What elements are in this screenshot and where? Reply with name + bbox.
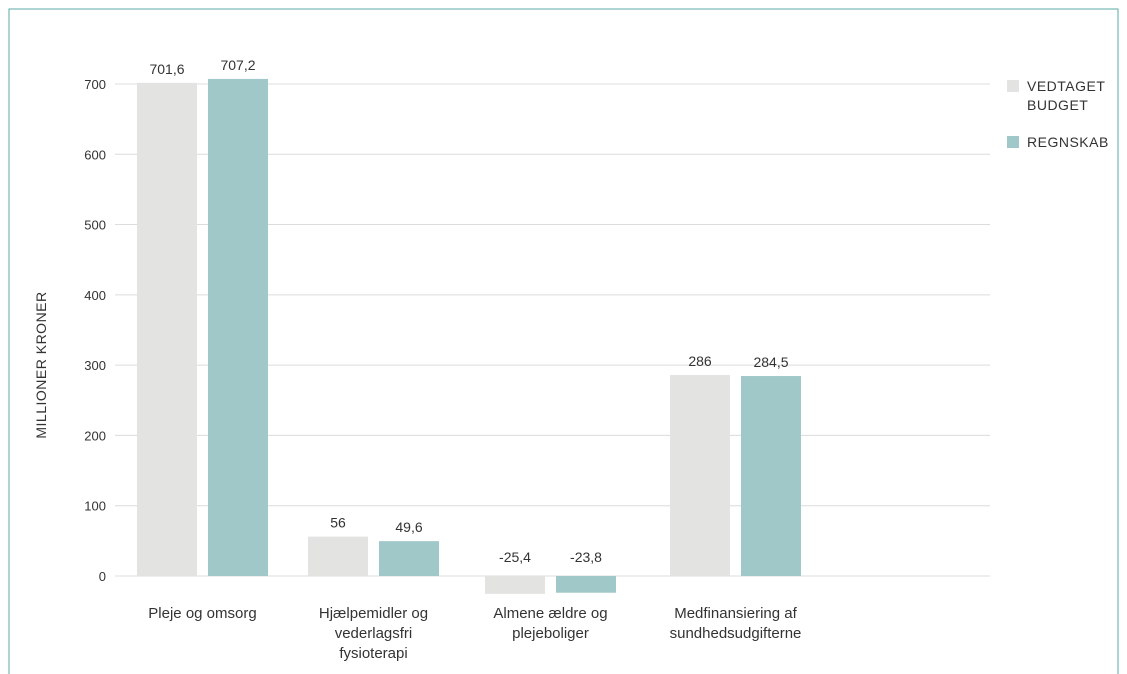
data-label: -25,4: [499, 549, 531, 565]
y-tick-label: 300: [84, 358, 106, 373]
x-tick-label: Almene ældre og plejeboliger: [493, 605, 607, 642]
legend-swatch: [1007, 136, 1019, 148]
legend: VEDTAGET BUDGET REGNSKAB: [1007, 78, 1109, 150]
bar: [670, 374, 730, 576]
legend-swatch: [1007, 80, 1019, 92]
legend-label: VEDTAGET BUDGET: [1027, 78, 1105, 113]
bar: [485, 576, 545, 594]
y-tick-label: 600: [84, 147, 106, 162]
data-label: 49,6: [395, 519, 422, 535]
legend-label: REGNSKAB: [1027, 134, 1109, 150]
data-label: -23,8: [570, 549, 602, 565]
bar: [308, 536, 368, 576]
data-label: 707,2: [220, 57, 255, 73]
chart-border: [8, 8, 1119, 674]
x-tick-label: Pleje og omsorg: [148, 605, 256, 622]
plot-area: 0 100 200 300 400 500 600 700 701,6 56 -25,4 286 707…: [84, 57, 990, 662]
data-label: 701,6: [149, 61, 184, 77]
bar: [741, 376, 801, 576]
data-label: 284,5: [753, 354, 788, 370]
bar: [556, 576, 616, 593]
y-tick-label: 400: [84, 288, 106, 303]
y-tick-label: 0: [99, 569, 106, 584]
x-tick-label: Medfinansiering af sundhedsudgifterne: [670, 605, 802, 642]
y-tick-label: 700: [84, 77, 106, 92]
y-axis-title: MILLIONER KRONER: [33, 291, 49, 438]
bar: [137, 82, 197, 576]
data-label: 286: [688, 353, 712, 369]
x-tick-label: Hjælpemidler og vederlagsfri fysioterapi: [319, 605, 428, 662]
y-tick-label: 500: [84, 218, 106, 233]
bar: [208, 78, 268, 576]
y-tick-label: 200: [84, 428, 106, 443]
data-label: 56: [330, 515, 346, 531]
bar: [379, 541, 439, 576]
y-tick-label: 100: [84, 499, 106, 514]
